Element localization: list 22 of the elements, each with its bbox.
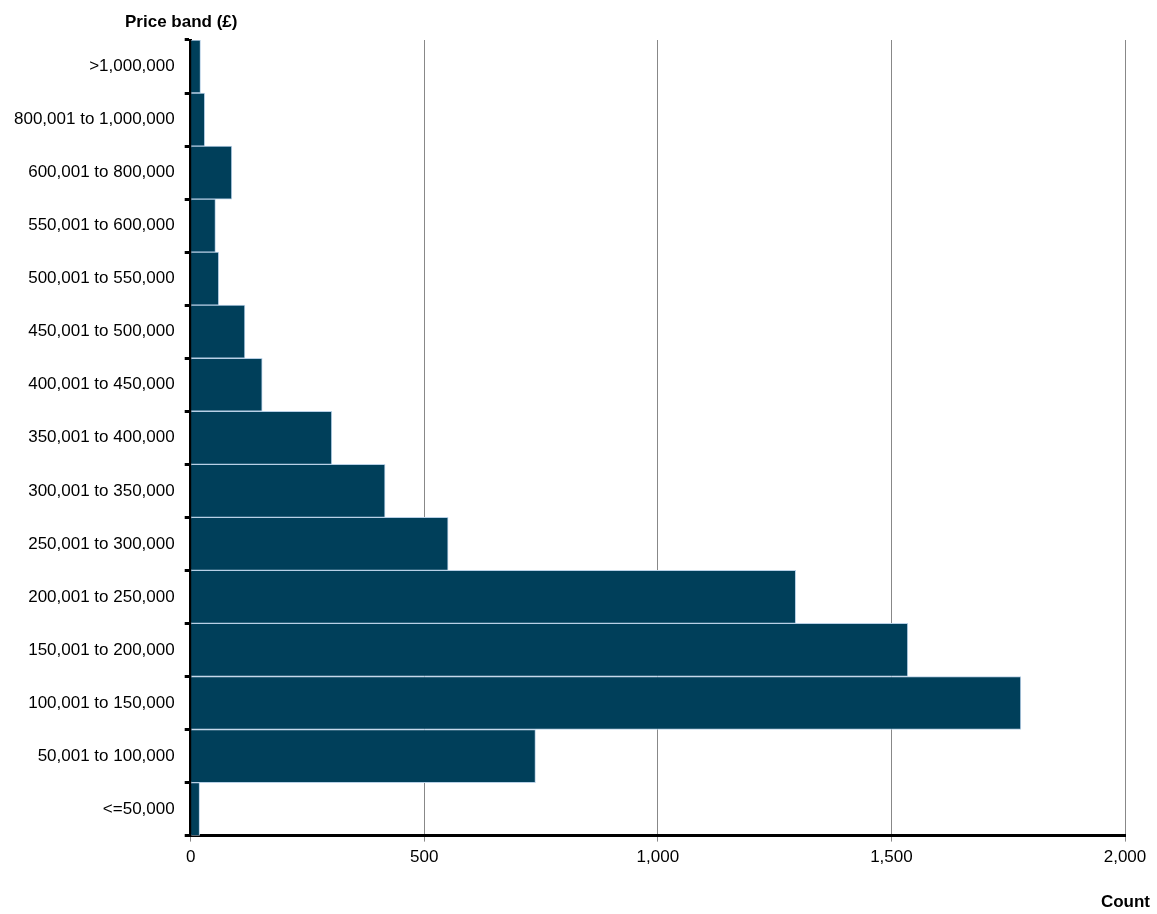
- y-tick-label: 350,001 to 400,000: [28, 427, 175, 447]
- y-tick-label: 400,001 to 450,000: [28, 374, 175, 394]
- x-tick-label: 1,000: [636, 847, 680, 867]
- y-tick-label: 450,001 to 500,000: [28, 321, 175, 341]
- y-tick-label: 300,001 to 350,000: [28, 480, 175, 500]
- x-axis-title: Count: [1100, 891, 1151, 911]
- y-tick-label: 250,001 to 300,000: [28, 533, 175, 553]
- y-tick-label: 200,001 to 250,000: [28, 586, 175, 606]
- y-tick-label: >1,000,000: [89, 56, 175, 76]
- y-axis-title: Price band (£): [125, 11, 238, 31]
- y-tick-label: 600,001 to 800,000: [28, 162, 175, 182]
- y-tick-label: <=50,000: [102, 798, 175, 818]
- x-tick-label: 2,000: [1103, 847, 1147, 867]
- y-tick-label: 550,001 to 600,000: [28, 215, 175, 235]
- x-tick-label: 1,500: [870, 847, 913, 867]
- y-tick-label: 800,001 to 1,000,000: [14, 109, 175, 129]
- x-tick-label: 500: [410, 847, 439, 867]
- y-tick-label: 100,001 to 150,000: [28, 692, 175, 712]
- y-tick-label: 500,001 to 550,000: [28, 268, 175, 288]
- y-tick-label: 50,001 to 100,000: [37, 745, 175, 765]
- x-tick-label: 0: [185, 847, 196, 867]
- y-tick-label: 150,001 to 200,000: [28, 639, 175, 659]
